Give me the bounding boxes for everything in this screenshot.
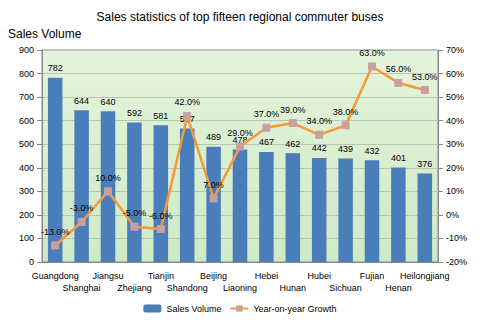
svg-text:53.0%: 53.0% — [412, 72, 438, 82]
svg-text:800: 800 — [19, 69, 34, 79]
svg-text:200: 200 — [19, 210, 34, 220]
svg-text:0: 0 — [29, 257, 34, 267]
svg-text:34.0%: 34.0% — [306, 116, 332, 126]
svg-text:Hunan: Hunan — [280, 283, 307, 293]
svg-text:-6.0%: -6.0% — [149, 211, 173, 221]
svg-text:70%: 70% — [446, 45, 464, 55]
svg-text:-5.0%: -5.0% — [123, 208, 147, 218]
svg-text:462: 462 — [285, 139, 300, 149]
svg-text:900: 900 — [19, 45, 34, 55]
svg-text:Zhejiang: Zhejiang — [117, 283, 152, 293]
svg-text:439: 439 — [338, 144, 353, 154]
svg-text:20%: 20% — [446, 163, 464, 173]
svg-text:Sales statistics of top fiftee: Sales statistics of top fifteen regional… — [97, 10, 384, 24]
svg-text:50%: 50% — [446, 92, 464, 102]
svg-text:Sales Volume: Sales Volume — [166, 304, 221, 314]
svg-text:592: 592 — [127, 108, 142, 118]
svg-text:29.0%: 29.0% — [227, 128, 253, 138]
svg-text:40%: 40% — [446, 116, 464, 126]
svg-text:-3.0%: -3.0% — [70, 203, 94, 213]
svg-text:Jiangsu: Jiangsu — [92, 271, 123, 281]
svg-text:0%: 0% — [446, 210, 459, 220]
svg-text:500: 500 — [19, 139, 34, 149]
svg-text:581: 581 — [153, 111, 168, 121]
svg-text:Henan: Henan — [385, 283, 412, 293]
svg-text:Year-on-year Growth: Year-on-year Growth — [253, 304, 336, 314]
svg-text:467: 467 — [259, 137, 274, 147]
svg-text:38.0%: 38.0% — [333, 107, 359, 117]
svg-text:7.0%: 7.0% — [203, 180, 224, 190]
svg-text:Sales Volume: Sales Volume — [8, 27, 82, 41]
svg-text:63.0%: 63.0% — [359, 48, 385, 58]
svg-text:442: 442 — [312, 143, 327, 153]
svg-text:432: 432 — [364, 146, 379, 156]
svg-text:640: 640 — [100, 97, 115, 107]
svg-text:Shandong: Shandong — [167, 283, 208, 293]
svg-text:782: 782 — [48, 63, 63, 73]
svg-text:Hebei: Hebei — [255, 271, 279, 281]
svg-text:60%: 60% — [446, 69, 464, 79]
svg-text:100: 100 — [19, 233, 34, 243]
svg-text:Heilongjiang: Heilongjiang — [400, 271, 450, 281]
svg-text:30%: 30% — [446, 139, 464, 149]
svg-text:400: 400 — [19, 163, 34, 173]
svg-text:Beijing: Beijing — [200, 271, 227, 281]
svg-text:489: 489 — [206, 132, 221, 142]
svg-text:42.0%: 42.0% — [174, 97, 200, 107]
svg-text:10%: 10% — [446, 186, 464, 196]
svg-text:Tianjin: Tianjin — [148, 271, 174, 281]
svg-text:Guangdong: Guangdong — [32, 271, 79, 281]
svg-text:10.0%: 10.0% — [95, 173, 121, 183]
svg-text:39.0%: 39.0% — [280, 105, 306, 115]
svg-text:-20%: -20% — [446, 257, 467, 267]
svg-text:376: 376 — [417, 159, 432, 169]
svg-text:600: 600 — [19, 116, 34, 126]
svg-text:567: 567 — [179, 113, 195, 124]
svg-text:Hubei: Hubei — [307, 271, 331, 281]
svg-text:37.0%: 37.0% — [254, 109, 280, 119]
svg-text:644: 644 — [74, 96, 89, 106]
svg-text:-13.0%: -13.0% — [41, 227, 70, 237]
svg-text:401: 401 — [391, 153, 406, 163]
svg-text:Shanghai: Shanghai — [63, 283, 101, 293]
svg-text:Sichuan: Sichuan — [329, 283, 362, 293]
svg-text:56.0%: 56.0% — [386, 64, 412, 74]
svg-text:Liaoning: Liaoning — [223, 283, 257, 293]
svg-text:700: 700 — [19, 92, 34, 102]
svg-text:300: 300 — [19, 186, 34, 196]
svg-text:-10%: -10% — [446, 233, 467, 243]
svg-text:Fujian: Fujian — [360, 271, 385, 281]
